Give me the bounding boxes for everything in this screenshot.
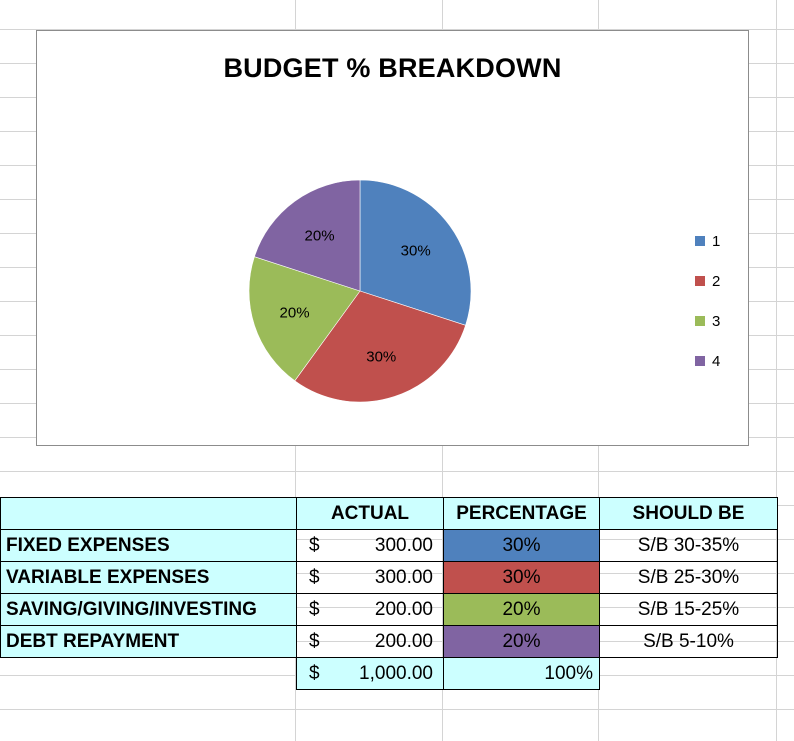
legend-entry-1: 1 xyxy=(695,221,720,261)
actual-cell[interactable]: $200.00 xyxy=(296,625,444,658)
header-should-be[interactable]: SHOULD BE xyxy=(599,497,778,530)
table-row: VARIABLE EXPENSES $300.00 30% S/B 25-30% xyxy=(0,561,778,594)
table-row: DEBT REPAYMENT $200.00 20% S/B 5-10% xyxy=(0,625,778,658)
header-actual[interactable]: ACTUAL xyxy=(296,497,444,530)
legend-entry-3: 3 xyxy=(695,301,720,341)
row-label[interactable]: DEBT REPAYMENT xyxy=(0,625,297,658)
legend-swatch xyxy=(695,356,705,366)
chart-title: BUDGET % BREAKDOWN xyxy=(223,53,562,83)
legend-swatch xyxy=(695,276,705,286)
pie-chart[interactable]: BUDGET % BREAKDOWN 30% 30% 20% 20% 1 2 3 4 xyxy=(36,30,749,446)
total-percentage-cell[interactable]: 100% xyxy=(443,657,600,690)
percentage-cell[interactable]: 20% xyxy=(443,593,600,626)
actual-cell[interactable]: $200.00 xyxy=(296,593,444,626)
budget-table: ACTUAL PERCENTAGE SHOULD BE FIXED EXPENS… xyxy=(0,497,778,690)
percentage-cell[interactable]: 30% xyxy=(443,529,600,562)
legend-label: 1 xyxy=(712,232,721,250)
row-label[interactable]: SAVING/GIVING/INVESTING xyxy=(0,593,297,626)
currency-symbol: $ xyxy=(309,534,320,556)
legend-label: 3 xyxy=(712,312,721,330)
amount-value: 200.00 xyxy=(374,598,433,620)
currency-symbol: $ xyxy=(309,630,320,652)
pie-slice-1[interactable] xyxy=(359,179,472,326)
table-row: FIXED EXPENSES $300.00 30% S/B 30-35% xyxy=(0,529,778,562)
pie-plot-area: 30% 30% 20% 20% xyxy=(248,179,472,403)
amount-value: 200.00 xyxy=(374,630,433,652)
amount-value: 300.00 xyxy=(374,566,433,588)
row-label[interactable]: VARIABLE EXPENSES xyxy=(0,561,297,594)
data-label-1: 30% xyxy=(401,243,431,260)
actual-cell[interactable]: $300.00 xyxy=(296,529,444,562)
legend-label: 4 xyxy=(712,352,721,370)
actual-cell[interactable]: $300.00 xyxy=(296,561,444,594)
pie-slice-2[interactable] xyxy=(294,290,466,403)
legend-entry-2: 2 xyxy=(695,261,720,301)
amount-value: 300.00 xyxy=(374,534,433,556)
total-should-be-blank[interactable] xyxy=(600,658,778,690)
pie-slice-4[interactable] xyxy=(254,179,361,292)
percentage-cell[interactable]: 30% xyxy=(443,561,600,594)
should-be-cell[interactable]: S/B 25-30% xyxy=(599,561,778,594)
should-be-cell[interactable]: S/B 30-35% xyxy=(599,529,778,562)
total-blank[interactable] xyxy=(1,658,297,690)
data-label-3: 20% xyxy=(280,304,310,321)
total-amount: 1,000.00 xyxy=(359,662,433,684)
total-amount-cell[interactable]: $1,000.00 xyxy=(296,657,444,690)
currency-symbol: $ xyxy=(309,566,320,588)
currency-symbol: $ xyxy=(309,598,320,620)
should-be-cell[interactable]: S/B 15-25% xyxy=(599,593,778,626)
chart-legend: 1 2 3 4 xyxy=(695,221,720,381)
legend-swatch xyxy=(695,236,705,246)
legend-label: 2 xyxy=(712,272,721,290)
data-label-4: 20% xyxy=(305,227,335,244)
percentage-cell[interactable]: 20% xyxy=(443,625,600,658)
header-blank[interactable] xyxy=(0,497,297,530)
table-total-row: $1,000.00 100% xyxy=(1,657,778,690)
table-header-row: ACTUAL PERCENTAGE SHOULD BE xyxy=(0,497,778,530)
pie-slice-3[interactable] xyxy=(248,256,361,382)
legend-entry-4: 4 xyxy=(695,341,720,381)
data-label-2: 30% xyxy=(366,348,396,365)
header-percentage[interactable]: PERCENTAGE xyxy=(443,497,600,530)
table-row: SAVING/GIVING/INVESTING $200.00 20% S/B … xyxy=(0,593,778,626)
row-label[interactable]: FIXED EXPENSES xyxy=(0,529,297,562)
should-be-cell[interactable]: S/B 5-10% xyxy=(599,625,778,658)
currency-symbol: $ xyxy=(309,662,320,684)
legend-swatch xyxy=(695,316,705,326)
